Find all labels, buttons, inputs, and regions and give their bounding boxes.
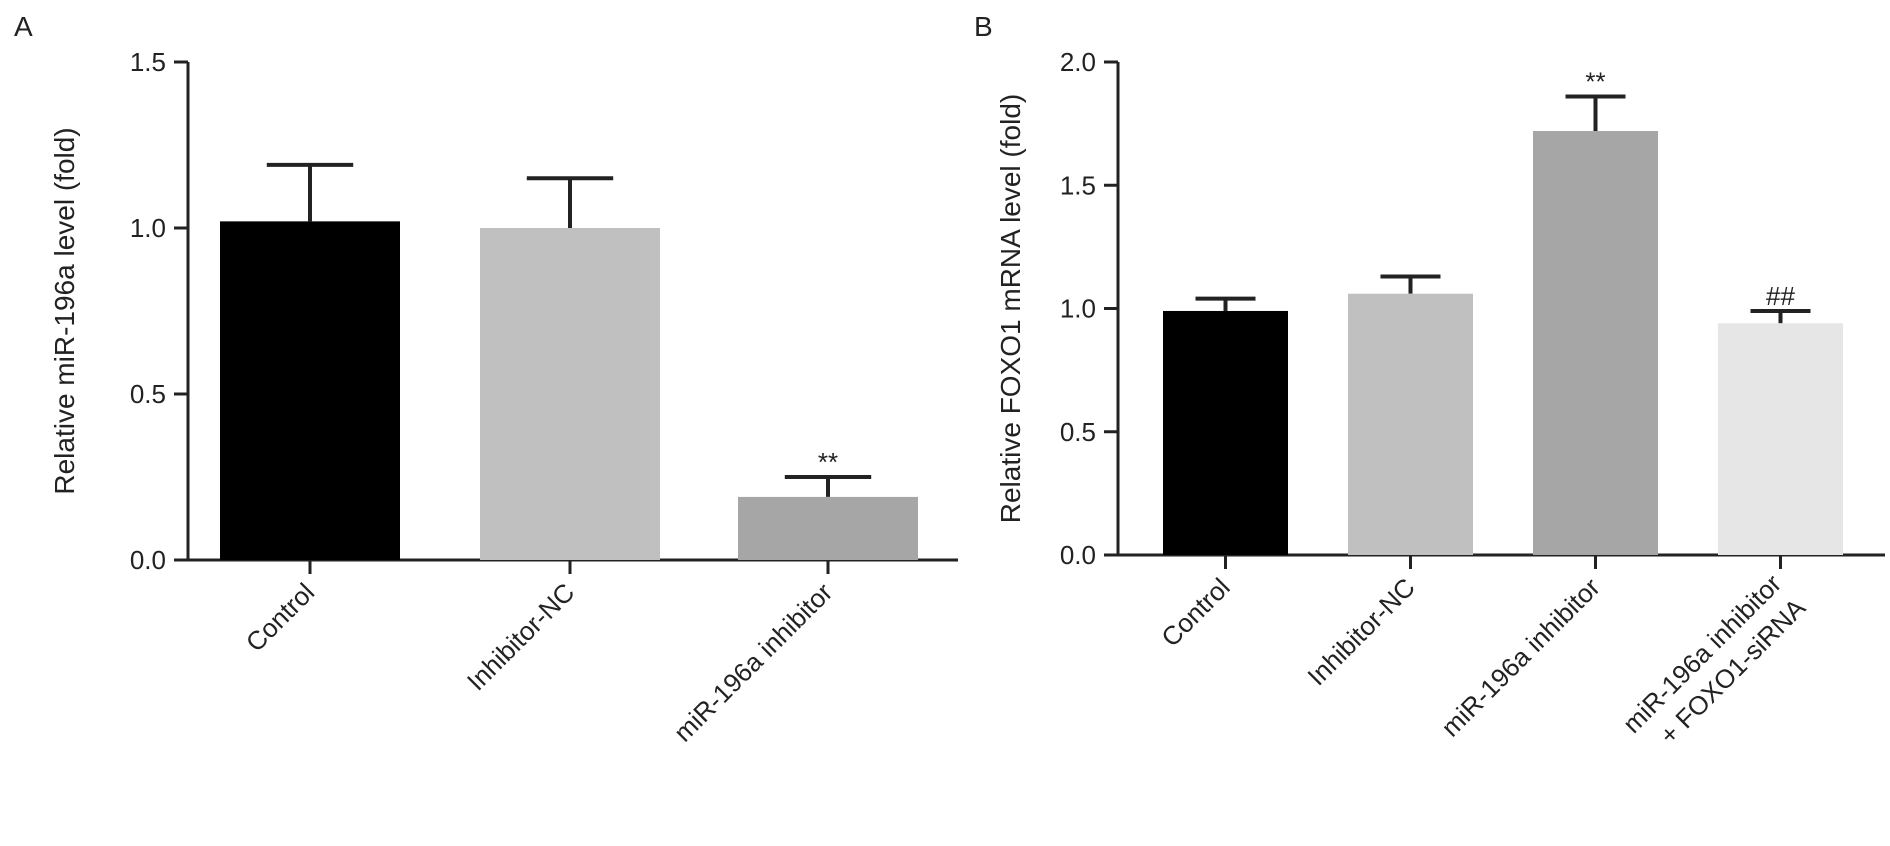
bar xyxy=(1163,310,1288,555)
bar xyxy=(1533,131,1658,555)
bar xyxy=(1718,323,1843,555)
significance-label: ** xyxy=(1585,67,1605,97)
x-category-label: miR-196a inhibitor xyxy=(668,577,839,748)
bar xyxy=(738,496,918,560)
y-tick-label: 0.5 xyxy=(1060,417,1096,447)
bar xyxy=(1348,293,1473,555)
bar xyxy=(480,228,660,560)
x-category-label: miR-196a inhibitor xyxy=(1435,572,1606,743)
y-axis-title: Relative miR-196a level (fold) xyxy=(49,127,80,494)
x-category-label: miR-196a inhibitor+ FOXO1-siRNA xyxy=(1617,568,1812,763)
y-tick-label: 1.5 xyxy=(1060,170,1096,200)
y-tick-label: 1.5 xyxy=(130,47,166,77)
panel-b: B 0.0 0.5 1.0 1.5 2.0 Relative FOXO1 mRNA leve… xyxy=(974,11,1885,763)
x-category-label: Inhibitor-NC xyxy=(1301,572,1420,691)
significance-label: ** xyxy=(818,447,838,477)
y-tick-label: 1.0 xyxy=(130,213,166,243)
x-category-label: Control xyxy=(240,577,320,657)
y-tick-label: 1.0 xyxy=(1060,294,1096,324)
y-axis-title: Relative FOXO1 mRNA level (fold) xyxy=(995,94,1026,523)
y-tick-label: 0.0 xyxy=(130,545,166,575)
panel-letter: B xyxy=(974,11,993,42)
panel-letter: A xyxy=(14,11,33,42)
x-category-label: Control xyxy=(1155,572,1235,652)
y-tick-label: 2.0 xyxy=(1060,47,1096,77)
x-category-label: Inhibitor-NC xyxy=(461,577,580,696)
y-tick-label: 0.0 xyxy=(1060,540,1096,570)
significance-label: ## xyxy=(1766,281,1795,311)
panel-a: A 0.0 0.5 1.0 1.5 Relative miR-196a level (fo… xyxy=(14,11,958,747)
bar xyxy=(220,221,400,561)
y-tick-label: 0.5 xyxy=(130,379,166,409)
